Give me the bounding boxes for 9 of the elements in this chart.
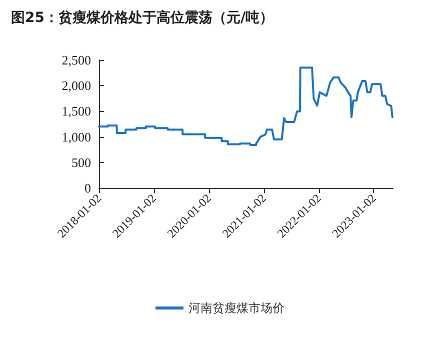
line-series (98, 66, 394, 146)
y-tick-label: 2,500 (62, 52, 91, 68)
y-tick-label: 2,000 (62, 78, 91, 94)
y-tick-label: 500 (72, 154, 91, 170)
y-tick-label: 1,500 (62, 104, 91, 119)
y-tick-label: 1,000 (62, 129, 91, 144)
y-tick-label: 0 (84, 180, 91, 196)
chart-title: 图25：贫瘦煤价格处于高位震荡（元/吨） (11, 9, 274, 26)
legend-label: 河南贫瘦煤市场价 (188, 301, 284, 315)
